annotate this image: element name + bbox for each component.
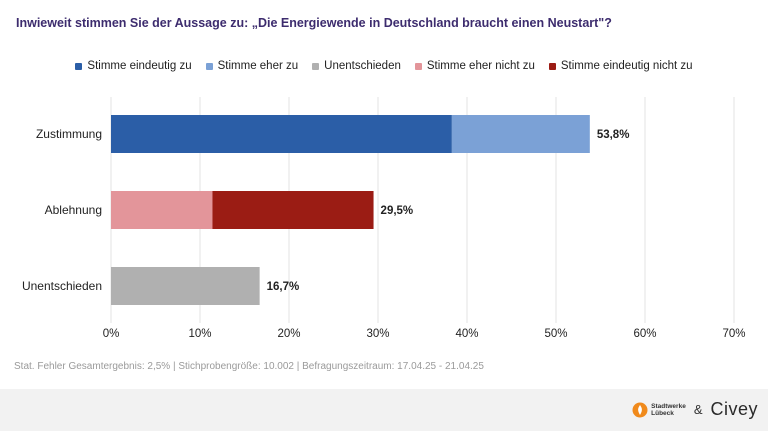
legend-swatch — [312, 62, 320, 70]
legend-item: Unentschieden — [312, 60, 401, 72]
legend-item: Stimme eindeutig nicht zu — [548, 60, 693, 72]
x-tick-label: 30% — [366, 328, 389, 340]
logo-text-line: Lübeck — [651, 409, 674, 417]
x-tick-label: 0% — [103, 328, 120, 340]
footer: Stadtwerke Lübeck & Civey — [0, 389, 768, 431]
x-tick-label: 50% — [544, 328, 567, 340]
bar-total-label: 29,5% — [381, 205, 414, 217]
legend-label: Stimme eindeutig zu — [87, 60, 192, 72]
legend-label: Stimme eher nicht zu — [426, 60, 535, 72]
bar-total-label: 16,7% — [267, 281, 300, 293]
bar-segment — [451, 115, 590, 153]
legend-swatch — [75, 62, 83, 70]
x-tick-label: 10% — [188, 328, 211, 340]
x-tick-label: 40% — [455, 328, 478, 340]
bar-segment — [212, 191, 374, 229]
ampersand: & — [693, 402, 703, 417]
category-label: Ablehnung — [45, 203, 102, 217]
bar-segment — [111, 115, 452, 153]
legend-swatch — [414, 62, 422, 70]
legend-item: Stimme eher zu — [205, 60, 299, 72]
flame-icon — [632, 402, 648, 417]
brand-area: Stadtwerke Lübeck & Civey — [632, 399, 758, 420]
bar-total-label: 53,8% — [597, 129, 630, 141]
legend-label: Stimme eher zu — [217, 60, 299, 72]
chart-title: Inwieweit stimmen Sie der Aussage zu: „D… — [16, 16, 612, 30]
civey-logo: Civey — [710, 399, 758, 419]
bar-chart: 0% 10% 20% 30% 40% 50% 60% 70% Zustimmung Ablehnu… — [22, 97, 746, 340]
legend-swatch — [205, 62, 213, 70]
legend-item: Stimme eindeutig zu — [75, 60, 192, 72]
logo-text-line: Stadtwerke — [651, 402, 686, 410]
stadtwerke-logo: Stadtwerke Lübeck — [632, 402, 686, 418]
legend-swatch — [548, 62, 556, 70]
legend-label: Stimme eindeutig nicht zu — [560, 60, 693, 72]
legend-label: Unentschieden — [324, 60, 401, 72]
category-label: Unentschieden — [22, 279, 102, 293]
bar-segment — [111, 191, 213, 229]
x-tick-label: 60% — [633, 328, 656, 340]
category-label: Zustimmung — [36, 127, 102, 141]
legend-item: Stimme eher nicht zu — [414, 60, 535, 72]
x-tick-label: 20% — [277, 328, 300, 340]
chart-legend: Stimme eindeutig zu Stimme eher zu Unent… — [0, 60, 768, 72]
x-tick-label: 70% — [722, 328, 745, 340]
bar-segment — [111, 267, 260, 305]
footnote: Stat. Fehler Gesamtergebnis: 2,5% | Stic… — [14, 361, 484, 372]
